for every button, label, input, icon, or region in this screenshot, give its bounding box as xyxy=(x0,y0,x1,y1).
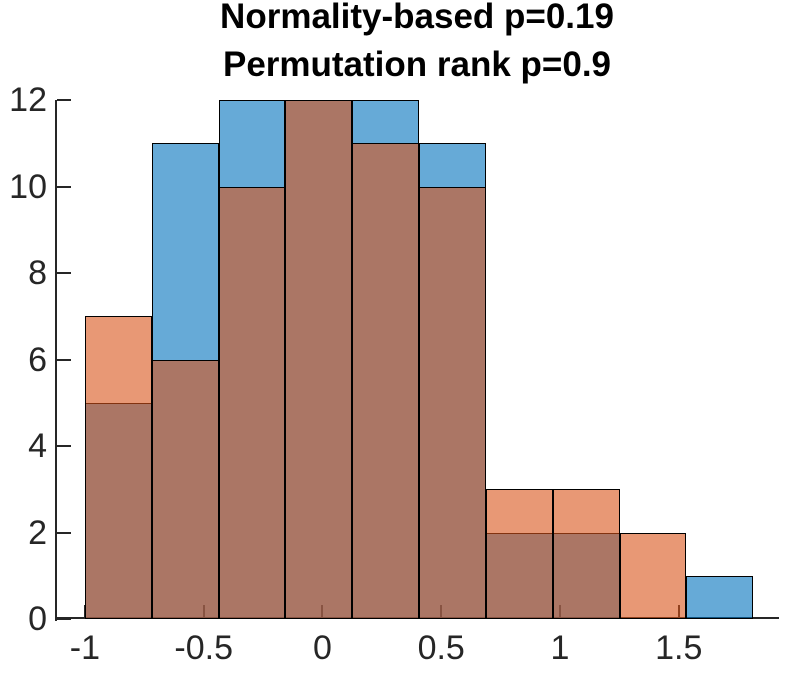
y-tick-label: 0 xyxy=(28,600,47,638)
x-tick-label: 1.5 xyxy=(655,629,703,667)
x-tick-label: 1 xyxy=(550,629,570,667)
x-tick-label: 0.5 xyxy=(417,629,465,667)
x-tick-label: 0 xyxy=(312,629,332,667)
y-tick-mark xyxy=(57,185,71,188)
y-tick-mark xyxy=(57,531,71,534)
y-tick-label: 2 xyxy=(28,513,47,552)
x-tick-label: -1 xyxy=(69,629,101,667)
y-tick-label: 8 xyxy=(28,254,47,292)
y-tick-label: 4 xyxy=(28,427,47,465)
histogram-bar-orange-sample xyxy=(84,316,152,619)
histogram-bar-orange-sample xyxy=(352,143,420,619)
y-tick-mark xyxy=(57,445,71,447)
histogram-bar-orange-sample xyxy=(552,489,620,619)
y-tick-label: 10 xyxy=(9,167,47,206)
y-tick-mark xyxy=(57,272,71,274)
histogram-bar-blue-sample xyxy=(686,575,754,619)
chart-title: Normality-based p=0.19 Permutation rank … xyxy=(55,0,779,89)
histogram-bar-orange-sample xyxy=(419,186,486,619)
histogram-bar-orange-sample xyxy=(619,532,687,619)
y-tick-mark xyxy=(57,99,71,101)
histogram-bar-orange-sample xyxy=(285,100,353,619)
y-tick-mark xyxy=(57,358,71,361)
y-axis-line xyxy=(55,100,57,621)
y-tick-mark xyxy=(57,618,71,620)
y-tick-label: 6 xyxy=(28,340,47,379)
histogram-bar-orange-sample xyxy=(151,359,219,619)
chart-title-line-2: Permutation rank p=0.9 xyxy=(222,45,612,84)
y-tick-label: 12 xyxy=(9,81,47,119)
histogram-bar-orange-sample xyxy=(218,186,286,619)
chart-title-line-1: Normality-based p=0.19 xyxy=(220,0,614,36)
x-tick-label: -0.5 xyxy=(174,629,233,667)
histogram-bar-orange-sample xyxy=(485,489,553,619)
